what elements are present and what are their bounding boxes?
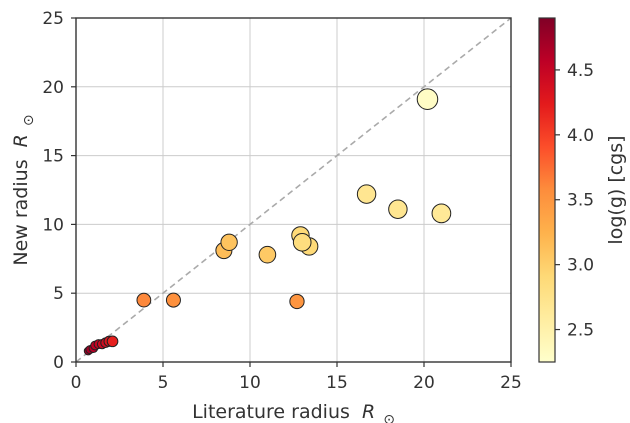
y-axis-ticks: 0 5 10 15 20 25 <box>42 9 76 373</box>
y-tick-label: 5 <box>53 284 64 304</box>
y-axis-label-subscript: ⊙ <box>21 114 37 126</box>
data-point <box>106 335 119 348</box>
x-tick-label: 20 <box>413 373 435 393</box>
y-tick-label: 0 <box>53 353 64 373</box>
y-axis-label-symbol: R <box>10 134 32 147</box>
x-tick-label: 10 <box>239 373 261 393</box>
y-tick-label: 20 <box>42 78 64 98</box>
data-point <box>136 292 152 308</box>
y-axis-label: New radius R ⊙ <box>10 114 37 265</box>
one-to-one-line <box>75 17 512 363</box>
x-tick-label: 15 <box>326 373 348 393</box>
data-points <box>83 88 452 356</box>
data-point <box>165 292 181 308</box>
y-tick-label: 15 <box>42 147 64 167</box>
colorbar-tick-label: 4.0 <box>567 126 594 146</box>
data-point <box>220 233 238 251</box>
data-point <box>258 245 277 264</box>
data-point <box>289 293 305 310</box>
data-point <box>356 184 377 204</box>
x-axis-label-text: Literature radius <box>192 401 350 423</box>
x-tick-label: 0 <box>71 373 82 393</box>
y-tick-label: 10 <box>42 215 64 235</box>
colorbar-ticks: 2.5 3.0 3.5 4.0 4.5 <box>555 61 594 341</box>
data-point <box>416 88 439 110</box>
data-point <box>388 199 408 219</box>
y-tick-label: 25 <box>42 9 64 29</box>
data-point <box>292 232 312 252</box>
data-point <box>431 203 452 224</box>
colorbar-tick-label: 3.0 <box>567 256 594 276</box>
x-tick-label: 25 <box>500 373 522 393</box>
colorbar-tick-label: 2.5 <box>567 321 594 341</box>
y-axis-label-text: New radius <box>10 159 32 265</box>
reference-line <box>75 17 512 363</box>
x-axis-label-subscript: ⊙ <box>383 412 395 423</box>
colorbar-tick-label: 4.5 <box>567 61 594 81</box>
x-axis-label-symbol: R <box>362 401 375 423</box>
plot-frame <box>75 17 512 363</box>
colorbar-label: log(g) [cgs] <box>605 135 627 244</box>
colorbar-tick-label: 3.5 <box>567 191 594 211</box>
x-axis-ticks: 0 5 10 15 20 25 <box>71 362 522 393</box>
x-axis-label: Literature radius R ⊙ <box>192 401 395 423</box>
colorbar <box>538 17 556 363</box>
x-tick-label: 5 <box>158 373 169 393</box>
